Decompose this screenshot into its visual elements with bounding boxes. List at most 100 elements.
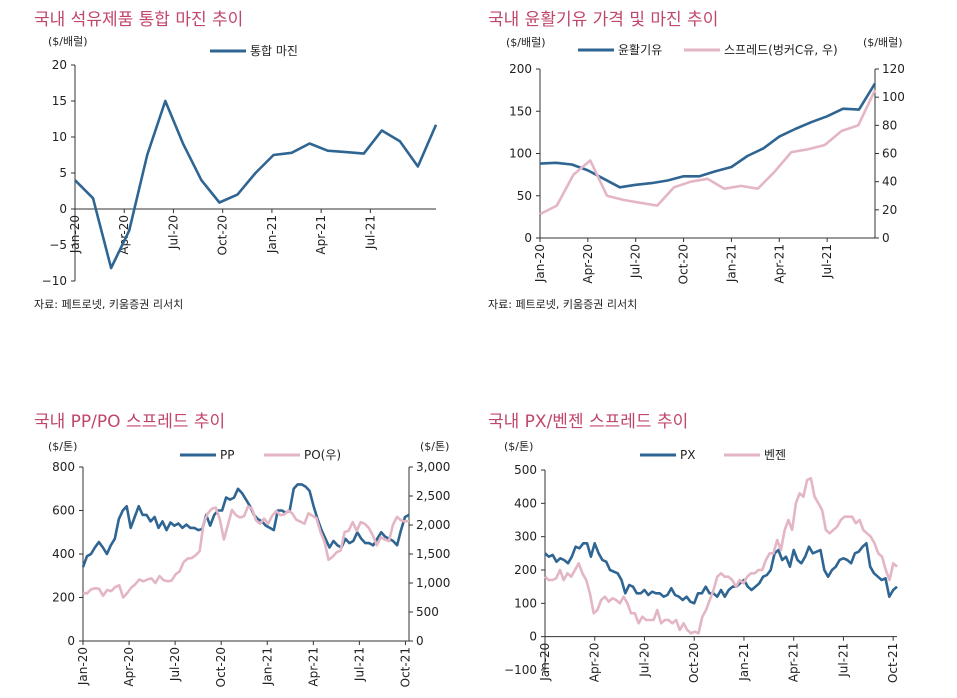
y-tick-label: 300	[514, 530, 537, 544]
y-tick-label: 400	[52, 547, 75, 561]
y-tick-label: 20	[52, 58, 67, 72]
chart-title: 국내 PX/벤젠 스프레드 추이	[488, 412, 689, 432]
y-tick-label: 0	[67, 634, 75, 648]
y-tick-label: 600	[52, 504, 75, 518]
x-tick-label: Apr-20	[581, 244, 595, 284]
y-tick-label: 200	[514, 563, 537, 577]
series-line-right	[82, 505, 410, 599]
x-tick-label: Oct-21	[886, 643, 900, 683]
legend-label: 윤활기유	[618, 43, 662, 57]
x-tick-label: Jul-20	[637, 643, 651, 678]
x-tick-label: Jan-21	[265, 215, 279, 254]
series-line-left	[544, 476, 898, 635]
x-tick-label: Oct-20	[214, 647, 228, 687]
y-tick-label: 10	[52, 130, 67, 144]
chart-svg: ($/배럴) −10 −5 0 5 10 15 20 Jan-20 Apr-20 Jul-20 Oct…	[42, 35, 438, 288]
x-tick-label: Jan-21	[260, 647, 274, 686]
y2-tick-label: 0	[882, 231, 890, 245]
y2-tick-label: 100	[882, 90, 905, 104]
left-axis-unit: ($/톤)	[48, 440, 77, 453]
x-tick-label: Apr-20	[117, 215, 131, 255]
y-tick-label: 200	[52, 591, 75, 605]
x-tick-label: Jul-20	[166, 215, 180, 250]
y2-tick-label: 2,500	[416, 489, 450, 503]
legend-label: PP	[220, 448, 234, 462]
y-tick-label: 200	[509, 62, 532, 76]
y2-tick-label: 3,000	[416, 460, 450, 474]
x-tick-label: Jul-20	[629, 244, 643, 279]
chart-source: 자료: 페트로넷, 키움증권 리서치	[34, 298, 184, 311]
left-axis-unit: ($/톤)	[504, 440, 533, 453]
y2-tick-label: 20	[882, 203, 897, 217]
y-tick-label: 100	[514, 596, 537, 610]
y-tick-label: 0	[59, 202, 67, 216]
chart-title: 국내 PP/PO 스프레드 추이	[34, 412, 226, 432]
chart-title: 국내 윤활기유 가격 및 마진 추이	[488, 10, 719, 30]
x-tick-label: Apr-21	[314, 215, 328, 255]
x-tick-label: Jul-21	[836, 643, 850, 678]
y-tick-label: 100	[509, 147, 532, 161]
y2-tick-label: 40	[882, 175, 897, 189]
chart-panel-2: 국내 윤활기유 가격 및 마진 추이 ($/배럴) ($/배럴) 0 50 100 150…	[478, 0, 957, 330]
x-tick-label: Jan-20	[76, 647, 90, 686]
y-tick-label: 50	[517, 189, 532, 203]
chart-panel-4: 국내 PX/벤젠 스프레드 추이 ($/톤) −100 0 100 200 300 400 5…	[478, 400, 957, 698]
y2-tick-label: 80	[882, 118, 897, 132]
x-tick-label: Jan-21	[724, 244, 738, 283]
x-tick-label: Apr-21	[787, 643, 801, 683]
legend-label: 스프레드(벙커C유, 우)	[724, 43, 838, 57]
y2-tick-label: 2,000	[416, 518, 450, 532]
y2-tick-label: 60	[882, 147, 897, 161]
x-tick-label: Oct-20	[216, 215, 230, 255]
chart-panel-3: 국내 PP/PO 스프레드 추이 ($/톤) ($/톤) 0 200 400 600 800…	[0, 400, 478, 698]
x-tick-label: Jul-21	[363, 215, 377, 250]
y-tick-label: −100	[504, 663, 537, 677]
y2-tick-label: 0	[416, 634, 424, 648]
x-tick-label: Apr-21	[772, 244, 786, 284]
y-tick-label: 500	[514, 463, 537, 477]
x-tick-label: Apr-20	[588, 643, 602, 683]
left-axis-unit: ($/배럴)	[48, 35, 88, 48]
chart-panel-1: 국내 석유제품 통합 마진 추이 ($/배럴) −10 −5 0 5 10 15 20 Jan-…	[0, 0, 478, 330]
y2-tick-label: 1,500	[416, 547, 450, 561]
y2-tick-label: 500	[416, 605, 439, 619]
legend-label: PX	[680, 448, 695, 462]
legend-label: PO(우)	[304, 448, 341, 462]
y2-tick-label: 120	[882, 62, 905, 76]
chart-svg: ($/배럴) ($/배럴) 0 50 100 150 200 0 20 40 60 80 100 120 J…	[506, 36, 905, 284]
x-tick-label: Oct-21	[398, 647, 412, 687]
legend-label: 통합 마진	[250, 44, 298, 58]
y-tick-label: −5	[49, 238, 67, 252]
y-tick-label: 0	[524, 231, 532, 245]
series-line-left	[74, 99, 438, 270]
x-tick-label: Oct-20	[687, 643, 701, 683]
y-tick-label: −10	[42, 274, 67, 288]
chart-svg: ($/톤) ($/톤) 0 200 400 600 800 0 500 1,000 1,500 2,0…	[48, 440, 450, 687]
legend-label: 벤젠	[764, 448, 786, 462]
y-tick-label: 5	[59, 166, 67, 180]
x-tick-label: Jan-20	[68, 215, 82, 254]
y-tick-label: 150	[509, 104, 532, 118]
y-tick-label: 800	[52, 460, 75, 474]
right-axis-unit: ($/톤)	[420, 440, 449, 453]
y-tick-label: 0	[529, 630, 537, 644]
x-tick-label: Jul-21	[352, 647, 366, 682]
chart-title: 국내 석유제품 통합 마진 추이	[34, 10, 244, 30]
series-line-left	[539, 82, 877, 189]
x-tick-label: Jan-20	[538, 643, 552, 682]
y2-tick-label: 1,000	[416, 576, 450, 590]
series-line-left	[81, 483, 410, 568]
x-tick-label: Jan-20	[533, 244, 547, 283]
x-tick-label: Apr-20	[122, 647, 136, 687]
x-tick-label: Apr-21	[306, 647, 320, 687]
y-tick-label: 15	[52, 94, 67, 108]
left-axis-unit: ($/배럴)	[506, 36, 546, 49]
series-line-left	[544, 542, 898, 605]
y-tick-label: 400	[514, 496, 537, 510]
x-tick-label: Oct-20	[677, 244, 691, 284]
x-tick-label: Jul-21	[820, 244, 834, 279]
right-axis-unit: ($/배럴)	[863, 36, 903, 49]
series-line-right	[539, 89, 877, 216]
x-tick-label: Jul-20	[168, 647, 182, 682]
chart-source: 자료: 페트로넷, 키움증권 리서치	[488, 298, 638, 311]
